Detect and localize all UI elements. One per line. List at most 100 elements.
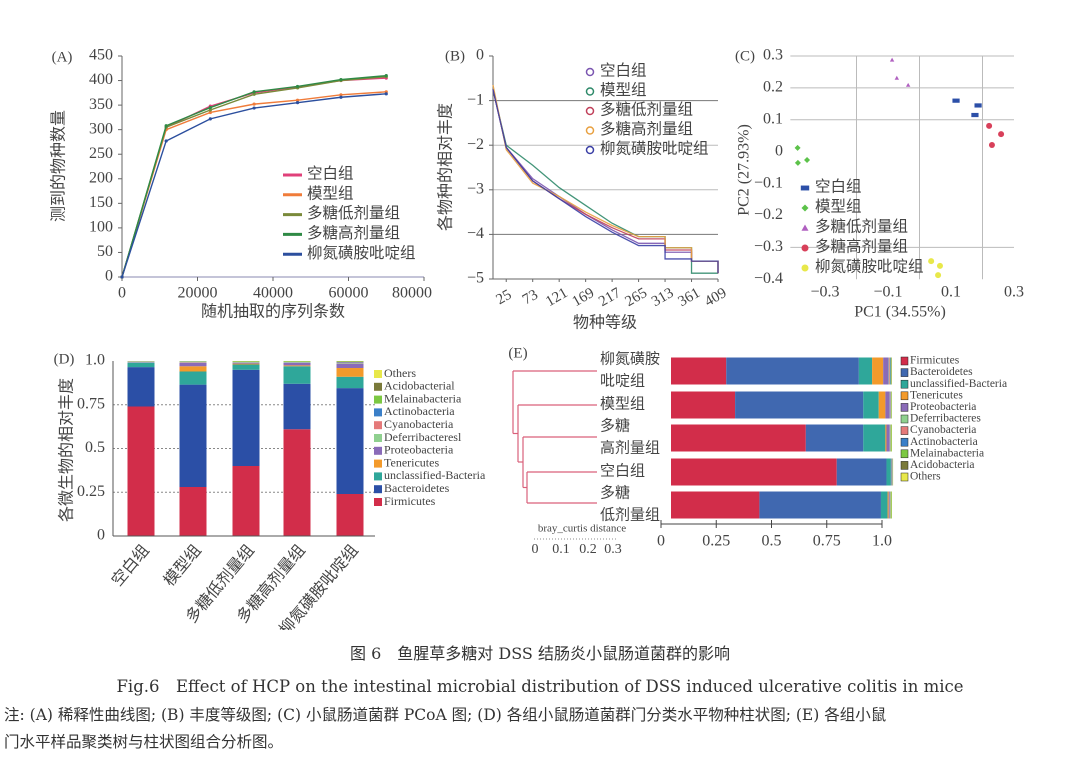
y-tick-label-c: 0.2 xyxy=(763,79,783,96)
legend-swatch-d xyxy=(374,434,382,442)
bar-segment-firmicutes xyxy=(671,424,806,452)
bar-segment-tenericutes xyxy=(336,368,364,377)
bar-segment-tenericutes xyxy=(232,363,260,365)
bar-segment-unclassified-bacteria xyxy=(127,362,155,368)
legend-label-d: Proteobacteria xyxy=(384,443,454,457)
bar-segment-proteobacteria xyxy=(885,391,890,419)
scatter-point-0 xyxy=(971,112,979,118)
bar-segment-firmicutes xyxy=(671,357,727,385)
x-tick-label-c: 0.3 xyxy=(1004,284,1024,301)
legend-label-c: 空白组 xyxy=(815,178,862,196)
legend-swatch-e xyxy=(900,403,909,412)
data-point xyxy=(208,110,212,115)
bar-segment-unclassified-bacteria xyxy=(863,424,886,452)
y-tick-label-a: 450 xyxy=(89,47,113,64)
bar-segment-unclassified-bacteria xyxy=(283,366,311,384)
data-point xyxy=(164,139,168,143)
x-tick-label-b: 169 xyxy=(570,285,597,310)
legend-swatch-e xyxy=(900,449,909,459)
legend-marker-c xyxy=(801,244,809,252)
data-point xyxy=(208,117,212,121)
bar-segment-proteobacteria xyxy=(888,491,890,519)
legend-marker-b xyxy=(585,106,595,116)
legend-swatch-e xyxy=(900,472,909,482)
bar-segment-melainabacteria xyxy=(336,361,364,363)
data-point xyxy=(339,93,343,97)
legend-marker-c xyxy=(801,204,809,212)
bar-segment-melainabacteria xyxy=(890,424,892,452)
bar-segment-unclassified-bacteria xyxy=(880,491,888,519)
scatter-point-1 xyxy=(794,159,801,166)
figure-title-cn: 图 6 鱼腥草多糖对 DSS 结肠炎小鼠肠道菌群的影响 xyxy=(350,644,730,663)
y-tick-label-d: 0 xyxy=(97,527,105,544)
y-tick-label-a: 150 xyxy=(89,194,113,211)
legend-label-d: Cyanobacteria xyxy=(384,417,454,431)
data-point xyxy=(295,84,300,89)
y-axis-label-c: PC2 (27.93%) xyxy=(736,124,753,216)
bar-segment-bacteroidetes xyxy=(726,357,859,385)
legend-swatch-e xyxy=(900,426,909,435)
dendrogram-leaf-label: 柳氮磺胺 xyxy=(600,350,660,367)
legend-label-e: Firmicutes xyxy=(910,355,960,367)
y-tick-label-b: −1 xyxy=(467,91,484,108)
scatter-point-2 xyxy=(894,75,900,80)
bar-segment-bacteroidetes xyxy=(805,424,864,452)
y-tick-label-d: 1.0 xyxy=(85,352,105,369)
bar-segment-bacteroidetes xyxy=(283,383,311,430)
bar-segment-unclassified-bacteria xyxy=(858,357,873,385)
legend-marker-c xyxy=(800,185,810,191)
data-point xyxy=(339,95,343,99)
bar-segment-firmicutes xyxy=(671,391,736,419)
data-point xyxy=(252,90,256,94)
legend-swatch-e xyxy=(900,379,909,389)
x-tick-label-a: 40000 xyxy=(253,285,293,302)
legend-label-e: Bacteroidetes xyxy=(910,366,973,378)
x-tick-label-b: 265 xyxy=(623,285,650,310)
bar-segment-proteobacteria xyxy=(883,357,889,385)
dendrogram-scale-tick: 0.3 xyxy=(604,542,622,557)
data-point xyxy=(252,106,256,110)
x-tick-label-b: 217 xyxy=(596,285,624,310)
bar-segment-tenericutes xyxy=(179,366,207,372)
legend-swatch-d xyxy=(374,395,382,404)
bar-segment-firmicutes xyxy=(232,466,260,536)
bar-segment-actinobacteria xyxy=(336,362,364,363)
scatter-point-2 xyxy=(905,82,911,87)
x-tick-label-a: 20000 xyxy=(178,285,218,302)
x-tick-label-e: 0.25 xyxy=(702,533,730,550)
y-tick-label-a: 200 xyxy=(89,169,113,186)
bar-segment-unclassified-bacteria xyxy=(336,376,364,389)
category-label-d: 模型组 xyxy=(160,541,205,589)
data-point xyxy=(339,77,343,82)
series-line-4 xyxy=(492,89,719,274)
y-axis-label-d: 各微生物的相对丰度 xyxy=(58,378,76,522)
legend-marker-b xyxy=(585,67,595,77)
y-tick-label-a: 50 xyxy=(97,243,113,260)
y-tick-label-a: 400 xyxy=(89,71,113,88)
legend-label-a: 空白组 xyxy=(307,165,354,183)
bar-segment-melainabacteria xyxy=(890,491,892,519)
data-point xyxy=(164,124,168,128)
bar-segment-proteobacteria xyxy=(232,362,260,364)
bar-segment-tenericutes xyxy=(283,365,311,367)
category-label-d: 空白组 xyxy=(108,541,153,589)
dendrogram-scale-tick: 0.1 xyxy=(552,542,570,557)
legend-label-d: Others xyxy=(384,366,416,380)
x-tick-label-b: 121 xyxy=(543,285,570,310)
bar-segment-bacteroidetes xyxy=(179,384,207,487)
y-tick-label-b: 0 xyxy=(476,47,484,64)
legend-label-b: 多糖高剂量组 xyxy=(600,120,693,138)
bar-segment-melainabacteria xyxy=(283,361,311,363)
dendrogram-leaf-label: 低剂量组 xyxy=(600,506,660,523)
bar-segment-cyanobacteria xyxy=(889,357,891,385)
data-point xyxy=(295,101,300,105)
data-point xyxy=(252,92,256,96)
bar-segment-proteobacteria xyxy=(336,363,364,368)
data-point xyxy=(384,92,388,96)
legend-label-d: Firmicutes xyxy=(384,494,436,508)
dendrogram-leaf-label: 吡啶组 xyxy=(600,372,645,389)
dendrogram-scale-tick: 0.2 xyxy=(579,542,597,557)
legend-label-c: 模型组 xyxy=(815,198,862,216)
legend-label-a: 多糖低剂量组 xyxy=(307,204,400,222)
